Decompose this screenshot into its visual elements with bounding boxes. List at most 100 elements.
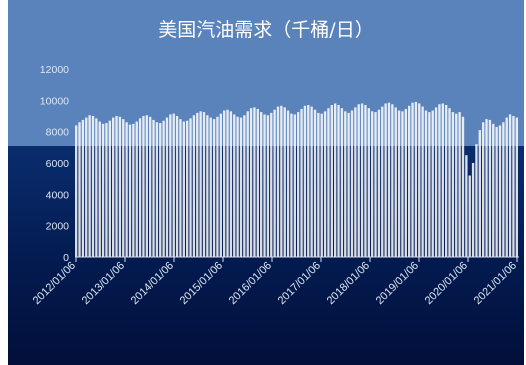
bar <box>98 121 101 257</box>
bar <box>451 112 455 257</box>
bar <box>485 119 488 257</box>
bar <box>196 112 199 258</box>
y-tick-label: 0 <box>63 252 69 264</box>
bar <box>112 117 115 257</box>
bar <box>381 106 384 257</box>
bar <box>471 163 475 257</box>
bar <box>293 114 296 258</box>
bar <box>249 108 253 257</box>
bar <box>122 119 125 257</box>
bar <box>280 105 283 257</box>
bar <box>149 116 152 257</box>
y-tick-label: 6000 <box>46 158 70 170</box>
bar <box>145 115 148 257</box>
y-tick-label: 2000 <box>46 221 70 233</box>
bar <box>179 119 182 257</box>
bar <box>290 113 293 258</box>
bar <box>85 117 88 257</box>
bar <box>424 110 428 258</box>
bar <box>95 118 98 257</box>
bar <box>253 107 256 257</box>
bar <box>394 107 397 257</box>
bar <box>445 105 448 257</box>
bar <box>320 113 323 258</box>
bar <box>498 125 502 258</box>
bar <box>152 119 155 257</box>
bar <box>310 106 313 257</box>
bar <box>283 107 286 257</box>
y-axis: 0 2000 4000 6000 8000 10000 12000 <box>40 64 69 264</box>
bar <box>300 108 303 257</box>
bar <box>468 175 471 257</box>
bar <box>323 111 327 257</box>
bar <box>206 115 209 257</box>
bar <box>408 105 411 257</box>
x-tick-label: 2016/01/06 <box>227 260 274 307</box>
bar <box>401 111 404 257</box>
bar <box>135 121 138 257</box>
bar <box>387 102 391 258</box>
bar <box>202 112 206 257</box>
bar <box>303 105 307 257</box>
x-tick-label: 2019/01/06 <box>374 260 421 307</box>
x-tick-label: 2017/01/06 <box>276 260 323 307</box>
x-tick-label: 2014/01/06 <box>129 260 176 307</box>
bar <box>330 105 333 257</box>
bar <box>391 104 394 257</box>
bar <box>192 115 196 257</box>
bar <box>367 108 370 257</box>
bar <box>233 114 236 258</box>
bar <box>219 113 222 258</box>
bar <box>337 105 340 257</box>
bar <box>297 112 300 257</box>
y-tick-label: 4000 <box>46 189 70 201</box>
bar <box>142 116 145 257</box>
bar <box>108 120 111 257</box>
bar <box>465 155 468 257</box>
bar <box>78 122 81 258</box>
bar <box>75 125 78 258</box>
bar <box>411 102 414 258</box>
x-tick-label: 2021/01/06 <box>472 260 519 307</box>
bar <box>461 116 465 257</box>
bar <box>276 106 280 257</box>
bar <box>189 118 192 257</box>
bar <box>515 117 518 257</box>
bar <box>505 117 508 257</box>
y-tick-label: 8000 <box>46 127 70 139</box>
bar <box>397 110 401 258</box>
bar <box>360 103 364 257</box>
bar <box>91 116 95 257</box>
bar <box>101 123 105 257</box>
bar <box>354 107 357 257</box>
bar <box>512 116 515 257</box>
x-tick-label: 2018/01/06 <box>325 260 372 307</box>
bar <box>118 116 122 257</box>
bar <box>115 116 118 257</box>
bar <box>105 123 108 257</box>
bar <box>434 107 438 257</box>
bar <box>209 117 212 257</box>
bar <box>421 106 424 257</box>
y-tick-label: 12000 <box>40 64 69 76</box>
bar <box>502 122 505 258</box>
bar <box>404 108 407 257</box>
bar <box>482 122 485 258</box>
bar <box>384 103 387 257</box>
x-tick-label: 2020/01/06 <box>423 260 470 307</box>
bar <box>256 108 259 257</box>
bar <box>317 112 320 258</box>
bar <box>313 109 317 257</box>
bar <box>260 112 263 257</box>
bar <box>236 116 239 257</box>
bar <box>229 111 233 257</box>
bar <box>226 109 229 257</box>
bar <box>175 116 179 257</box>
bar <box>344 111 347 257</box>
bar <box>478 130 481 257</box>
bar <box>138 118 142 257</box>
bar <box>334 103 337 257</box>
bar <box>350 110 354 258</box>
bar <box>307 105 310 257</box>
